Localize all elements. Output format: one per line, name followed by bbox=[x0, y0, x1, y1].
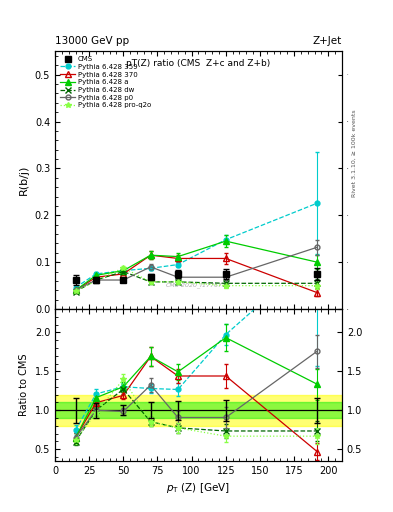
Y-axis label: Ratio to CMS: Ratio to CMS bbox=[19, 354, 29, 416]
Text: pT(Z) ratio (CMS  Z+c and Z+b): pT(Z) ratio (CMS Z+c and Z+b) bbox=[126, 59, 271, 68]
Bar bbox=[55, 402, 342, 418]
X-axis label: $p_\mathrm{T}$ (Z) [GeV]: $p_\mathrm{T}$ (Z) [GeV] bbox=[167, 481, 230, 495]
Legend: CMS, Pythia 6.428 359, Pythia 6.428 370, Pythia 6.428 a, Pythia 6.428 dw, Pythia: CMS, Pythia 6.428 359, Pythia 6.428 370,… bbox=[57, 53, 154, 111]
Y-axis label: R(b/j): R(b/j) bbox=[19, 165, 29, 196]
Text: Rivet 3.1.10, ≥ 100k events: Rivet 3.1.10, ≥ 100k events bbox=[352, 110, 357, 198]
Text: Z+Jet: Z+Jet bbox=[313, 36, 342, 46]
Text: 13000 GeV pp: 13000 GeV pp bbox=[55, 36, 129, 46]
Bar bbox=[55, 395, 342, 426]
Text: CMS-2020_I1776738: CMS-2020_I1776738 bbox=[166, 283, 231, 288]
